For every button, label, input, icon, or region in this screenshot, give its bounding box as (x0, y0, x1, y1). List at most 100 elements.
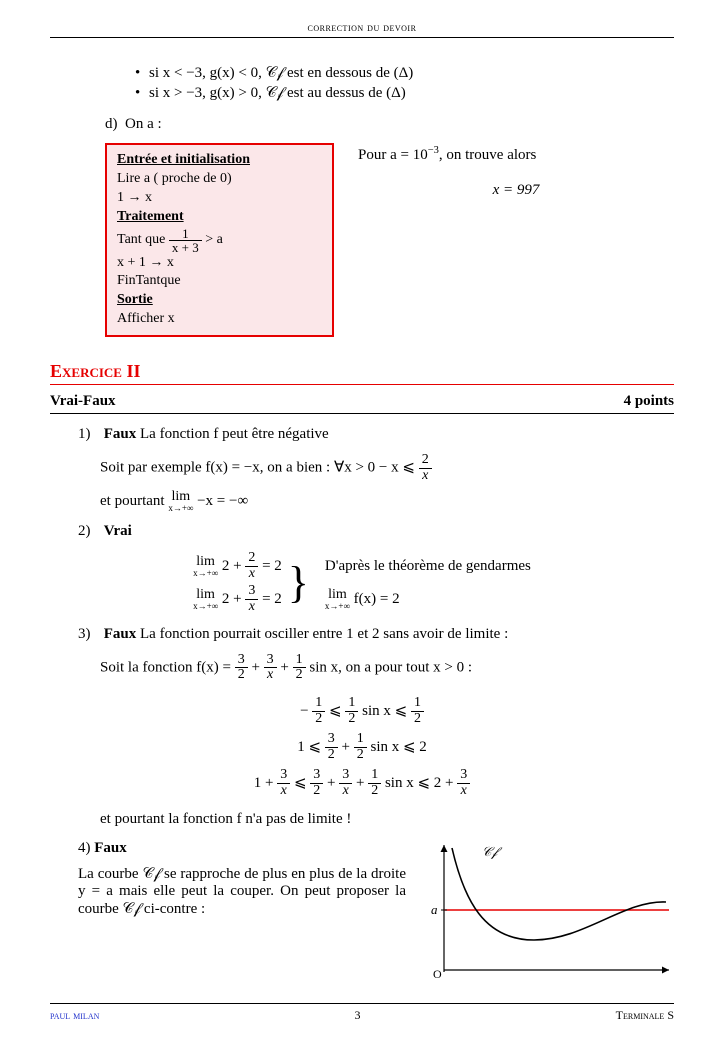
text: 1 + (254, 775, 277, 791)
q3-conclusion: et pourtant la fonction f n'a pas de lim… (100, 811, 674, 828)
algorithm-box: Entrée et initialisation Lire a ( proche… (105, 143, 334, 337)
text: + (251, 659, 263, 675)
frac-den: x (277, 784, 290, 799)
frac-num: 3 (277, 768, 290, 784)
item-d-text: On a : (125, 116, 162, 132)
question-2: 2) Vrai (78, 523, 674, 540)
frac-num: 3 (264, 653, 277, 669)
text: sin x ⩽ (362, 703, 411, 719)
frac-den: x (419, 469, 432, 484)
vf-points: 4 points (624, 393, 674, 410)
text: 2 + (222, 591, 245, 607)
footer-page-number: 3 (355, 1008, 361, 1023)
question-1: 1) Faux La fonction f peut être négative (78, 426, 674, 443)
frac-den: 2 (411, 712, 424, 727)
frac-den: x (245, 600, 258, 615)
frac-den: x (457, 784, 470, 799)
item-d: d) On a : (105, 116, 674, 133)
text: + (342, 739, 354, 755)
item-d-label: d) (105, 116, 118, 132)
lim-top: lim (193, 588, 218, 602)
text: Soit la fonction f(x) = (100, 659, 235, 675)
frac-num: 1 (368, 768, 381, 784)
bullet-text: si x > −3, g(x) > 0, 𝒞𝒻 est au dessus de… (149, 85, 406, 101)
frac-den: 2 (235, 668, 248, 683)
frac-den: 2 (345, 712, 358, 727)
frac-num: 3 (325, 732, 338, 748)
lim-bot: x→+∞ (193, 602, 218, 611)
text: sin x ⩽ 2 + (385, 775, 457, 791)
side-exp: −3 (428, 145, 439, 156)
frac-num: 1 (169, 227, 202, 241)
frac-num: 3 (235, 653, 248, 669)
frac-den: 2 (354, 748, 367, 763)
curve (452, 848, 666, 940)
q-number: 4) (78, 840, 91, 856)
algo-line: Lire a ( proche de 0) (117, 171, 232, 186)
side-equation: x = 997 (493, 182, 540, 198)
q-verdict: Vrai (104, 523, 132, 539)
algo-section-output: Sortie (117, 292, 153, 307)
frac-den: x (339, 784, 352, 799)
lim-top: lim (325, 588, 350, 602)
frac-num: 3 (245, 584, 258, 600)
footer-author: paul milan (50, 1008, 99, 1023)
text: = 2 (262, 591, 282, 607)
q1-sub2: et pourtant limx→+∞ −x = −∞ (100, 490, 674, 513)
curve-label: 𝒞𝒻 (482, 844, 502, 859)
q4-graph: 𝒞𝒻 a O (424, 840, 674, 985)
frac-den: x (245, 567, 258, 582)
q-number: 2) (78, 523, 100, 540)
frac-den: 2 (368, 784, 381, 799)
algo-section-entry: Entrée et initialisation (117, 152, 250, 167)
frac-den: 2 (310, 784, 323, 799)
q3-inequalities: − 12 ⩽ 12 sin x ⩽ 12 1 ⩽ 32 + 12 sin x ⩽… (50, 693, 674, 801)
frac-den: x (264, 668, 277, 683)
q1-sub1: Soit par exemple f(x) = −x, on a bien : … (100, 453, 674, 483)
text: + (327, 775, 339, 791)
frac-num: 2 (419, 453, 432, 469)
frac-num: 3 (310, 768, 323, 784)
vrai-faux-header: Vrai-Faux 4 points (50, 393, 674, 414)
frac-num: 1 (345, 696, 358, 712)
exercise-heading: Exercice II (50, 361, 674, 385)
side-note: Pour a = 10−3, on trouve alors x = 997 (358, 145, 674, 199)
text: −x = −∞ (197, 492, 248, 508)
frac-num: 1 (411, 696, 424, 712)
q-verdict: Faux (94, 840, 127, 856)
text: + (280, 659, 292, 675)
q-number: 3) (78, 626, 100, 643)
text: et pourtant (100, 492, 168, 508)
frac-num: 1 (354, 732, 367, 748)
bullet-item: •si x > −3, g(x) > 0, 𝒞𝒻 est au dessus d… (135, 84, 674, 102)
brace-icon: } (288, 561, 309, 605)
algo-text: > a (205, 232, 223, 247)
origin-label: O (433, 967, 442, 980)
text: + (356, 775, 368, 791)
q-number: 1) (78, 426, 100, 443)
bullet-item: •si x < −3, g(x) < 0, 𝒞𝒻 est en dessous … (135, 64, 674, 82)
text: ⩽ (294, 775, 310, 791)
lim-top: lim (193, 555, 218, 569)
text: f(x) = 2 (354, 591, 400, 607)
side-text: Pour a = 10 (358, 147, 428, 163)
text: = 2 (262, 558, 282, 574)
side-text: , on trouve alors (439, 147, 536, 163)
q4-text: La courbe 𝒞𝒻 se rapproche de plus en plu… (78, 866, 406, 917)
text: D'après le théorème de gendarmes (325, 550, 531, 583)
bullet-text: si x < −3, g(x) < 0, 𝒞𝒻 est en dessous d… (149, 65, 413, 81)
lim-top: lim (168, 490, 193, 504)
algo-section-process: Traitement (117, 209, 184, 224)
question-3: 3) Faux La fonction pourrait osciller en… (78, 626, 674, 643)
algo-line: FinTantque (117, 273, 181, 288)
question-4: 4) Faux La courbe 𝒞𝒻 se rapproche de plu… (78, 840, 406, 918)
vf-title: Vrai-Faux (50, 393, 116, 410)
q-verdict: Faux (104, 626, 137, 642)
page-footer: paul milan 3 Terminale S (50, 1003, 674, 1023)
algo-line: Afficher x (117, 311, 175, 326)
lim-bot: x→+∞ (325, 602, 350, 611)
a-label: a (431, 902, 438, 917)
text: Soit par exemple f(x) = −x, on a bien : … (100, 460, 419, 476)
algo-text: Tant que (117, 232, 169, 247)
frac-den: 2 (325, 748, 338, 763)
